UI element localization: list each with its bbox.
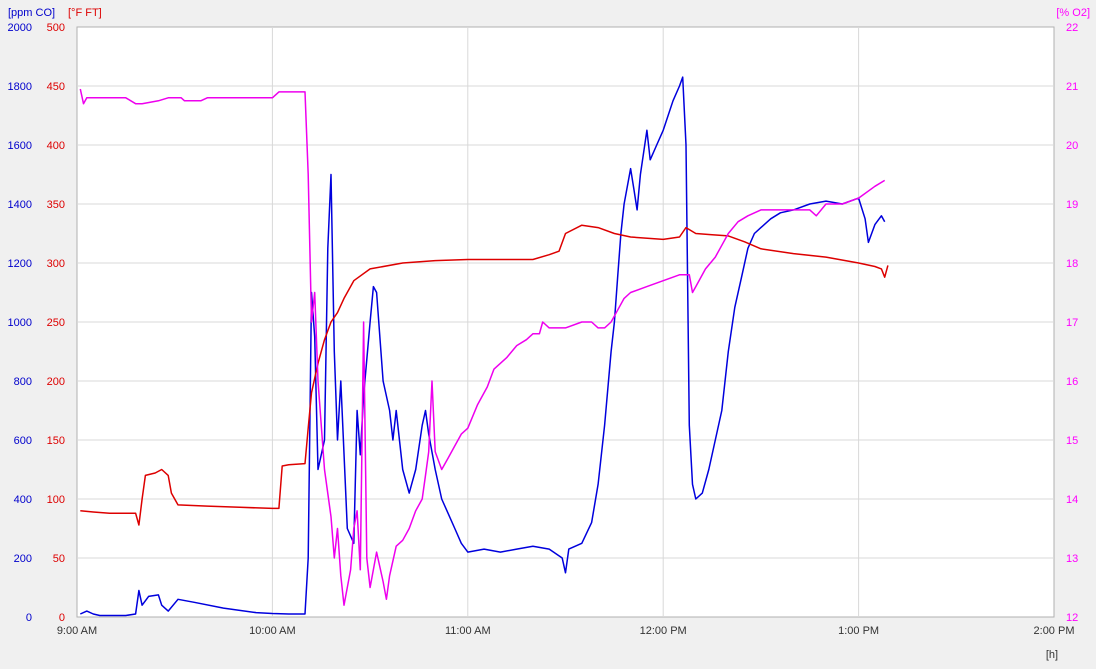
x-tick-label: 9:00 AM bbox=[57, 625, 97, 637]
y-tick-label-co: 1800 bbox=[8, 81, 32, 93]
y-axis-temp-label: [°F FT] bbox=[68, 7, 102, 19]
y-tick-label-temp: 400 bbox=[47, 140, 65, 152]
y-tick-label-co: 1200 bbox=[8, 258, 32, 270]
y-tick-label-temp: 450 bbox=[47, 81, 65, 93]
x-axis-unit-label: [h] bbox=[1046, 649, 1058, 661]
y-tick-label-co: 600 bbox=[14, 435, 32, 447]
y-tick-label-o2: 19 bbox=[1066, 199, 1078, 211]
y-tick-label-temp: 50 bbox=[53, 553, 65, 565]
series-line-y_o2 bbox=[79, 88, 886, 606]
y-tick-label-o2: 15 bbox=[1066, 435, 1078, 447]
y-tick-label-temp: 300 bbox=[47, 258, 65, 270]
y-tick-label-temp: 250 bbox=[47, 317, 65, 329]
y-tick-label-o2: 21 bbox=[1066, 81, 1078, 93]
y-tick-label-o2: 14 bbox=[1066, 494, 1078, 506]
y-tick-label-co: 200 bbox=[14, 553, 32, 565]
series-line-y_temp bbox=[80, 224, 889, 526]
y-tick-label-o2: 16 bbox=[1066, 376, 1078, 388]
y-tick-label-o2: 13 bbox=[1066, 553, 1078, 565]
y-tick-label-temp: 100 bbox=[47, 494, 65, 506]
y-tick-label-co: 2000 bbox=[8, 22, 32, 34]
x-tick-label: 10:00 AM bbox=[249, 625, 295, 637]
grid-layer bbox=[77, 27, 1054, 617]
x-tick-label: 12:00 PM bbox=[640, 625, 687, 637]
y-tick-label-o2: 12 bbox=[1066, 612, 1078, 624]
y-tick-label-o2: 20 bbox=[1066, 140, 1078, 152]
y-axis-o2-label: [% O2] bbox=[1056, 7, 1090, 19]
y-tick-label-co: 400 bbox=[14, 494, 32, 506]
series-line-y_co bbox=[79, 76, 886, 617]
y-tick-label-temp: 200 bbox=[47, 376, 65, 388]
y-tick-label-co: 1400 bbox=[8, 199, 32, 211]
y-axis-co-label: [ppm CO] bbox=[8, 7, 55, 19]
y-tick-label-co: 0 bbox=[26, 612, 32, 624]
y-tick-label-temp: 150 bbox=[47, 435, 65, 447]
y-tick-label-co: 800 bbox=[14, 376, 32, 388]
y-tick-label-o2: 18 bbox=[1066, 258, 1078, 270]
axis-layer: [ppm CO] [°F FT] [% O2] [h] 9:00 AM 10:00… bbox=[8, 7, 1090, 661]
y-tick-label-co: 1600 bbox=[8, 140, 32, 152]
y-tick-label-co: 1000 bbox=[8, 317, 32, 329]
y-tick-label-temp: 350 bbox=[47, 199, 65, 211]
y-tick-label-temp: 0 bbox=[59, 612, 65, 624]
y-tick-label-temp: 500 bbox=[47, 22, 65, 34]
series-layer bbox=[79, 76, 889, 617]
y-tick-label-o2: 17 bbox=[1066, 317, 1078, 329]
x-tick-label: 1:00 PM bbox=[838, 625, 879, 637]
x-tick-label: 2:00 PM bbox=[1034, 625, 1075, 637]
x-tick-label: 11:00 AM bbox=[445, 625, 491, 637]
y-tick-label-o2: 22 bbox=[1066, 22, 1078, 34]
